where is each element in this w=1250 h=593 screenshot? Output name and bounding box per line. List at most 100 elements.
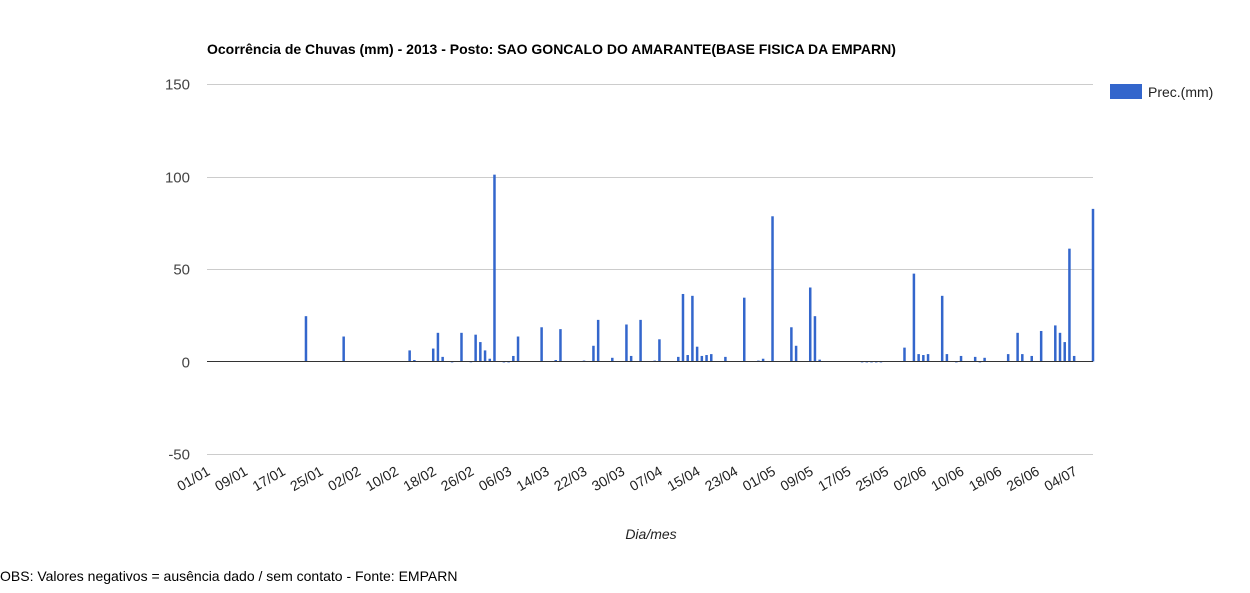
bar	[460, 332, 463, 362]
x-tick-label: 17/05	[815, 463, 854, 494]
bar	[945, 354, 949, 362]
bar	[611, 357, 614, 362]
bar	[1016, 332, 1019, 362]
bar	[903, 347, 906, 362]
x-tick-label: 26/06	[1004, 463, 1043, 494]
x-tick-label: 10/06	[928, 463, 967, 494]
x-tick-label: 07/04	[627, 463, 666, 494]
bar	[483, 350, 487, 362]
x-axis-label: Dia/mes	[625, 526, 676, 542]
bar	[700, 355, 704, 362]
bar	[639, 319, 642, 362]
bar	[705, 355, 708, 362]
bar	[1054, 325, 1057, 362]
x-tick-label: 06/03	[476, 463, 515, 494]
bar	[959, 355, 963, 362]
bar	[304, 316, 308, 362]
bar	[1063, 342, 1066, 362]
bar	[512, 355, 515, 362]
bar	[695, 346, 699, 362]
bar	[983, 357, 986, 362]
x-tick-label: 10/02	[363, 463, 402, 494]
bar	[1068, 248, 1071, 362]
bar	[681, 293, 685, 362]
x-tick-label: 14/03	[513, 463, 552, 494]
bar	[559, 329, 562, 362]
y-tick-label: 150	[165, 77, 190, 94]
bar	[658, 339, 661, 362]
footer-note: OBS: Valores negativos = ausência dado /…	[0, 568, 458, 584]
bar	[917, 354, 920, 362]
bar	[1091, 208, 1095, 362]
bar	[1006, 354, 1010, 362]
gridlines	[207, 84, 1093, 455]
bar	[342, 336, 345, 362]
bar	[677, 356, 680, 362]
bar	[771, 216, 774, 362]
y-axis-ticks: -50 0 50 100 150	[165, 77, 190, 464]
y-tick-label: 50	[173, 262, 190, 279]
bar	[479, 342, 482, 362]
x-tick-label: 22/03	[551, 463, 590, 494]
bar	[686, 355, 689, 362]
bar	[940, 295, 944, 362]
y-tick-label: 100	[165, 170, 190, 187]
x-axis-ticks: 01/01 09/01 17/01 25/01 02/02 10/02 18/02 26/02…	[174, 463, 1080, 494]
bar	[1030, 355, 1033, 362]
bar	[625, 324, 628, 362]
bar	[441, 356, 444, 362]
bar	[488, 358, 492, 362]
legend: Prec.(mm)	[1110, 84, 1213, 100]
bar	[710, 354, 713, 362]
bar	[794, 345, 798, 362]
x-tick-label: 15/04	[664, 463, 703, 494]
bar	[724, 356, 727, 362]
x-tick-label: 26/02	[438, 463, 477, 494]
bar	[691, 295, 694, 362]
bar	[808, 287, 812, 362]
bar	[596, 319, 600, 362]
x-tick-label: 18/02	[400, 463, 439, 494]
bar	[1021, 354, 1024, 362]
x-tick-label: 09/05	[777, 463, 816, 494]
x-tick-label: 25/05	[853, 463, 892, 494]
legend-swatch	[1110, 84, 1142, 99]
x-tick-label: 02/06	[890, 463, 929, 494]
bar	[1072, 355, 1076, 362]
legend-label: Prec.(mm)	[1148, 84, 1213, 100]
x-tick-label: 17/01	[250, 463, 289, 494]
bar	[413, 360, 416, 362]
y-tick-label: -50	[168, 447, 190, 464]
bars	[304, 174, 1095, 363]
bar	[493, 174, 496, 362]
bar	[922, 355, 925, 362]
chart-title: Ocorrência de Chuvas (mm) - 2013 - Posto…	[207, 41, 896, 57]
bar	[1039, 330, 1043, 362]
bar	[516, 336, 520, 362]
bar	[1058, 332, 1062, 362]
bar	[926, 354, 930, 362]
bar	[790, 327, 793, 362]
bar	[743, 297, 746, 362]
x-tick-label: 02/02	[325, 463, 364, 494]
bar	[761, 358, 765, 362]
bar	[436, 332, 440, 362]
bar	[431, 348, 435, 362]
x-tick-label: 30/03	[589, 463, 628, 494]
x-tick-label: 01/05	[740, 463, 779, 494]
x-tick-label: 25/01	[287, 463, 326, 494]
bar	[818, 359, 821, 362]
x-tick-label: 18/06	[966, 463, 1005, 494]
x-tick-label: 23/04	[702, 463, 741, 494]
bar	[912, 273, 916, 362]
bar	[540, 327, 543, 362]
bar	[554, 360, 557, 362]
bar	[973, 356, 977, 362]
bar	[474, 334, 477, 362]
y-tick-label: 0	[182, 355, 190, 372]
bar	[592, 345, 595, 362]
x-tick-label: 04/07	[1041, 463, 1080, 494]
x-tick-label: 01/01	[174, 463, 213, 494]
bar	[813, 316, 817, 362]
